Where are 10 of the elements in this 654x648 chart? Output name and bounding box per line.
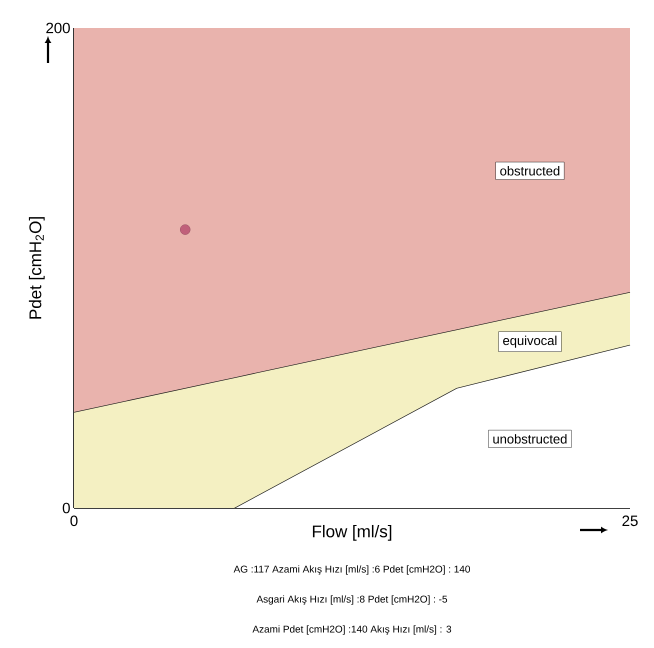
text: AG :117 Azami Akış Hızı [ml/s] :6 Pdet [cmH2O] : 140 — [234, 565, 470, 575]
text: Asgari Akış Hızı [ml/s] :8 Pdet [cmH2O] : -5 — [256, 595, 448, 605]
series-label: equivocal — [503, 336, 556, 348]
series-label: obstructed — [500, 166, 560, 176]
x-axis-title: Flow [ml/s] — [312, 524, 392, 541]
text: Azami Pdet [cmH2O] :140 Akış Hızı [ml/s] : 3 — [252, 625, 452, 635]
y-axis-title: Pdet [cmH$_{2}$O] — [28, 217, 45, 319]
y-tick-label: 200 — [46, 22, 70, 34]
series-label: unobstructed — [493, 434, 567, 444]
x-tick-label: 25 — [622, 516, 638, 526]
